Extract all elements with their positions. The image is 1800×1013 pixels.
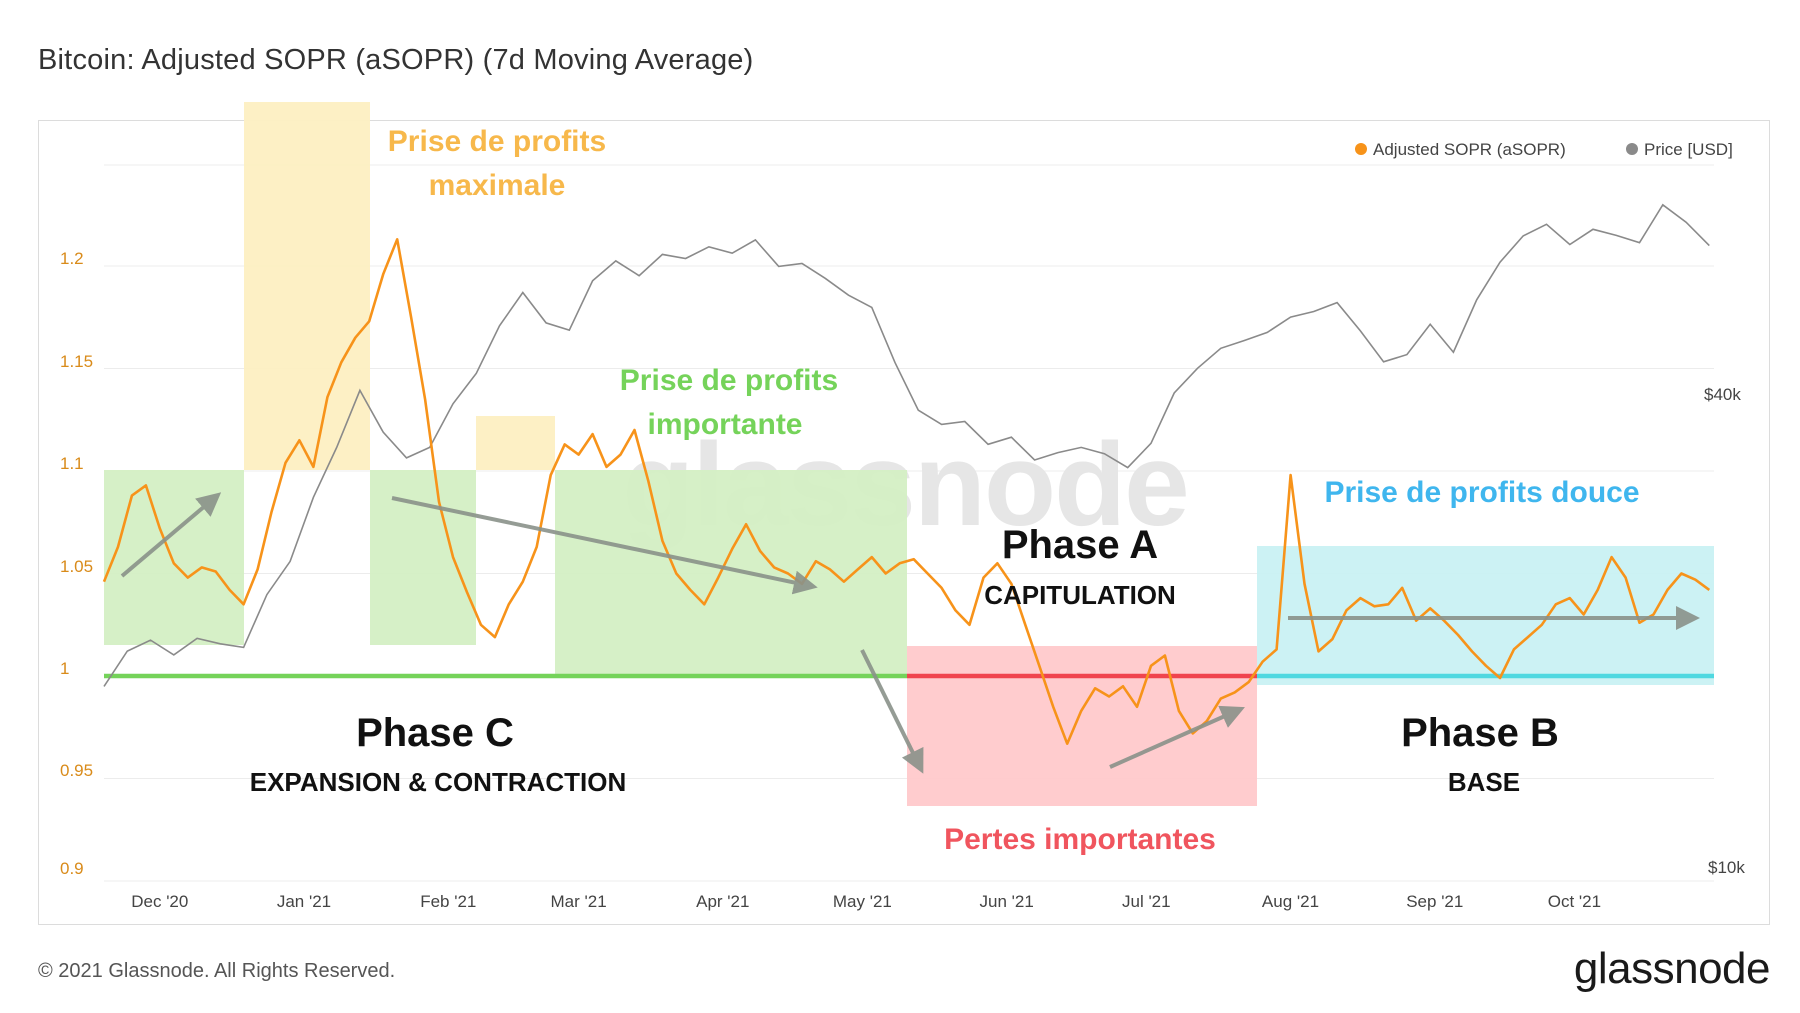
arrow-capitulation xyxy=(860,649,924,774)
arrow-recovery xyxy=(1109,705,1245,769)
green-zone-3 xyxy=(555,470,907,676)
legend-asopr-dot xyxy=(1355,143,1367,155)
glassnode-logo: glassnode xyxy=(1573,944,1771,993)
y-tick-1.2: 1.2 xyxy=(60,249,84,268)
annot-big-profit-1: Prise de profits xyxy=(620,364,838,397)
phase-c-subtitle: EXPANSION & CONTRACTION xyxy=(250,767,627,797)
y-axis-left: 1.2 1.15 1.1 1.05 1 0.95 0.9 xyxy=(60,249,93,878)
arrow-down-mid xyxy=(391,496,818,595)
x-tick-label: Mar '21 xyxy=(551,892,607,911)
green-zone-1 xyxy=(104,470,244,645)
x-tick-label: Dec '20 xyxy=(131,892,188,911)
x-tick-label: Jun '21 xyxy=(980,892,1034,911)
annot-soft-profit: Prise de profits douce xyxy=(1324,476,1639,509)
x-tick-label: Feb '21 xyxy=(420,892,476,911)
phase-a-title: Phase A xyxy=(1002,523,1158,567)
y-tick-1.1: 1.1 xyxy=(60,454,84,473)
price-series-line xyxy=(103,203,1710,687)
y-tick-0.95: 0.95 xyxy=(60,761,93,780)
y-tick-1.15: 1.15 xyxy=(60,352,93,371)
x-tick-label: May '21 xyxy=(833,892,892,911)
y-right-tick-40k: $40k xyxy=(1704,385,1741,404)
green-zone-2 xyxy=(370,470,476,645)
x-tick-label: Oct '21 xyxy=(1548,892,1601,911)
x-tick-label: Jul '21 xyxy=(1122,892,1171,911)
yellow-zone-1 xyxy=(244,102,370,470)
copyright-text: © 2021 Glassnode. All Rights Reserved. xyxy=(38,960,396,982)
y-tick-1: 1 xyxy=(60,659,69,678)
phase-b-subtitle: BASE xyxy=(1448,767,1520,797)
legend-price-dot xyxy=(1626,143,1638,155)
legend: Adjusted SOPR (aSOPR) Price [USD] xyxy=(1355,140,1733,159)
phase-a-subtitle: CAPITULATION xyxy=(984,580,1176,610)
x-tick-label: Apr '21 xyxy=(696,892,749,911)
phase-b-title: Phase B xyxy=(1401,711,1559,755)
y-tick-0.9: 0.9 xyxy=(60,859,84,878)
chart-title: Bitcoin: Adjusted SOPR (aSOPR) (7d Movin… xyxy=(38,44,754,76)
arrow-up-left xyxy=(120,492,222,578)
y-tick-1.05: 1.05 xyxy=(60,557,93,576)
legend-price-label: Price [USD] xyxy=(1644,140,1733,159)
trend-arrows xyxy=(120,492,1700,774)
annot-big-losses: Pertes importantes xyxy=(944,823,1216,856)
x-tick-label: Sep '21 xyxy=(1406,892,1463,911)
annot-max-profit-1: Prise de profits xyxy=(388,125,606,158)
chart-panel xyxy=(38,120,1770,925)
legend-asopr-label: Adjusted SOPR (aSOPR) xyxy=(1373,140,1566,159)
annot-big-profit-2: importante xyxy=(647,408,802,441)
phase-c-title: Phase C xyxy=(356,711,514,755)
x-axis: Dec '20 Jan '21 Feb '21 Mar '21 Apr '21 May '… xyxy=(131,892,1601,911)
x-tick-label: Aug '21 xyxy=(1262,892,1319,911)
x-tick-label: Jan '21 xyxy=(277,892,331,911)
yellow-zone-2 xyxy=(476,416,555,470)
annot-max-profit-2: maximale xyxy=(429,169,566,202)
y-right-tick-10k: $10k xyxy=(1708,858,1745,877)
